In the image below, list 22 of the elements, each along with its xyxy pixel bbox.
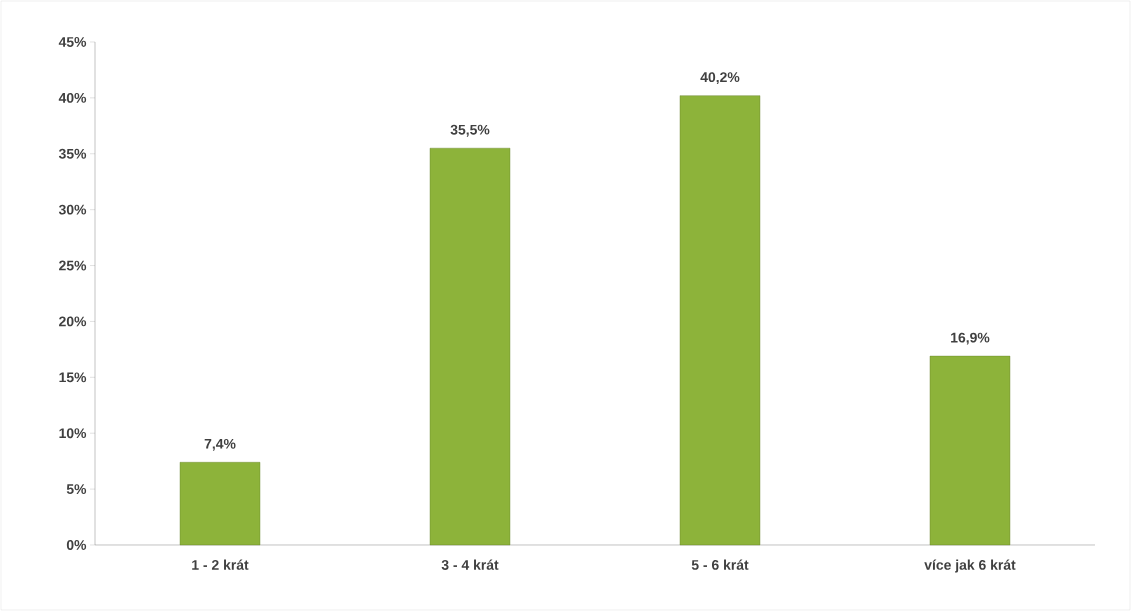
data-label: 35,5% [450, 124, 490, 137]
x-tick-label: 1 - 2 krát [192, 559, 249, 570]
y-tick-label: 20% [59, 316, 87, 327]
bar [679, 95, 761, 546]
bar [429, 147, 511, 546]
y-tick-label: 40% [58, 92, 87, 103]
y-tick-label: 0% [66, 540, 87, 550]
y-tick-label: 45% [58, 37, 87, 47]
y-tick-label: 5% [66, 484, 87, 495]
y-tick-label: 10% [59, 428, 87, 439]
x-tick-label: 5 - 6 krát [691, 559, 749, 570]
data-label: 16,9% [951, 332, 990, 345]
y-tick-label: 30% [58, 204, 87, 215]
y-tick-label: 15% [59, 372, 87, 383]
data-label: 40,2% [700, 72, 740, 85]
bar [179, 462, 261, 546]
y-tick-label: 35% [58, 148, 87, 159]
bar [929, 355, 1011, 546]
x-tick-label: 3 - 4 krát [441, 559, 499, 570]
data-label: 7,4% [204, 438, 236, 451]
x-tick-label: více jak 6 krát [924, 559, 1016, 573]
y-tick-label: 25% [59, 260, 87, 271]
